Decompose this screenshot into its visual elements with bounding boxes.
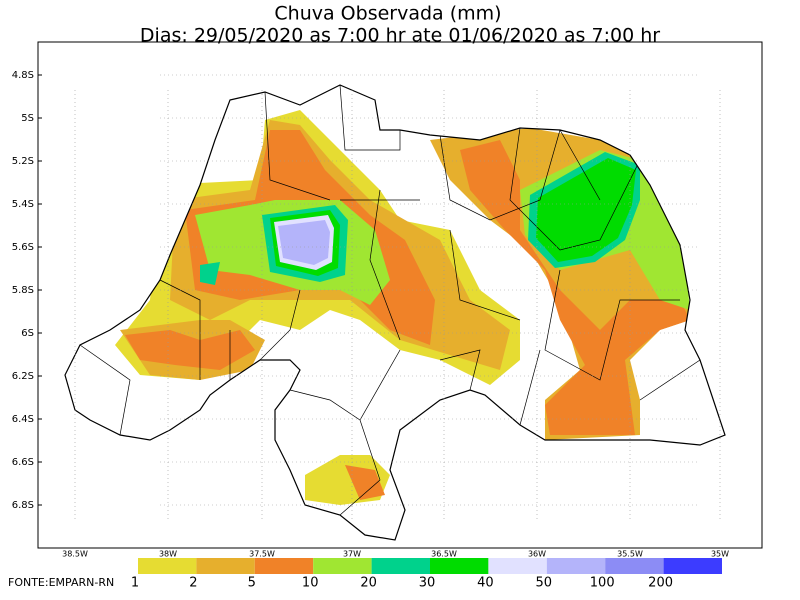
longitude-label: 38.5W <box>62 550 88 559</box>
longitude-label: 38W <box>159 550 177 559</box>
source-note: FONTE:EMPARN-RN <box>8 576 114 589</box>
longitude-label: 35W <box>711 550 729 559</box>
longitude-label: 37W <box>343 550 361 559</box>
legend-swatch <box>605 558 664 574</box>
legend-swatch <box>546 558 606 574</box>
latitude-label: 6.8S <box>12 500 34 511</box>
legend-label: 5 <box>248 576 256 591</box>
rain-fields <box>79 85 701 516</box>
longitude-label: 37.5W <box>249 550 275 559</box>
latitude-label: 6.2S <box>12 371 34 382</box>
county-lines <box>79 85 701 516</box>
legend-swatch <box>430 558 489 574</box>
latitude-label: 4.8S <box>12 70 34 81</box>
latitude-label: 6.6S <box>12 457 34 468</box>
legend-swatch <box>371 558 430 574</box>
latitude-label: 5.8S <box>12 285 34 296</box>
legend-swatch <box>196 558 255 574</box>
map-frame <box>37 41 763 549</box>
longitude-label: 36W <box>528 550 546 559</box>
legend-swatch <box>313 558 372 574</box>
longitude-label: 36.5W <box>431 550 457 559</box>
legend-label: 20 <box>360 576 377 591</box>
latitude-label: 5.6S <box>12 242 34 253</box>
legend-swatch <box>254 558 314 574</box>
latitude-label: 6.4S <box>12 414 34 425</box>
legend-swatch <box>138 558 197 574</box>
legend-label: 30 <box>419 576 436 591</box>
longitude-label: 35.5W <box>617 550 643 559</box>
legend-swatch <box>488 558 547 574</box>
color-legend: 1 2 5 10 20 30 40 50 100 200 <box>131 558 722 591</box>
legend-swatch <box>663 558 722 574</box>
state-shape <box>64 84 726 541</box>
latitude-label: 6S <box>21 328 34 339</box>
latitude-axis: 4.8S 5S 5.2S 5.4S 5.6S 5.8S 6S 6.2S 6.4S 6.6S 6.8S <box>12 70 42 511</box>
legend-label: 50 <box>536 576 553 591</box>
latitude-label: 5S <box>21 113 34 124</box>
map-subtitle: Dias: 29/05/2020 as 7:00 hr ate 01/06/20… <box>140 25 660 47</box>
legend-label: 200 <box>648 576 673 591</box>
legend-label: 10 <box>302 576 319 591</box>
legend-label: 2 <box>189 576 197 591</box>
legend-label: 40 <box>477 576 494 591</box>
latitude-label: 5.2S <box>12 156 34 167</box>
legend-label: 100 <box>590 576 615 591</box>
longitude-axis: 38.5W 38W 37.5W 37W 36.5W 36W 35.5W 35W <box>62 550 729 559</box>
map-title: Chuva Observada (mm) <box>274 3 501 25</box>
legend-label: 1 <box>131 576 139 591</box>
latitude-label: 5.4S <box>12 199 34 210</box>
